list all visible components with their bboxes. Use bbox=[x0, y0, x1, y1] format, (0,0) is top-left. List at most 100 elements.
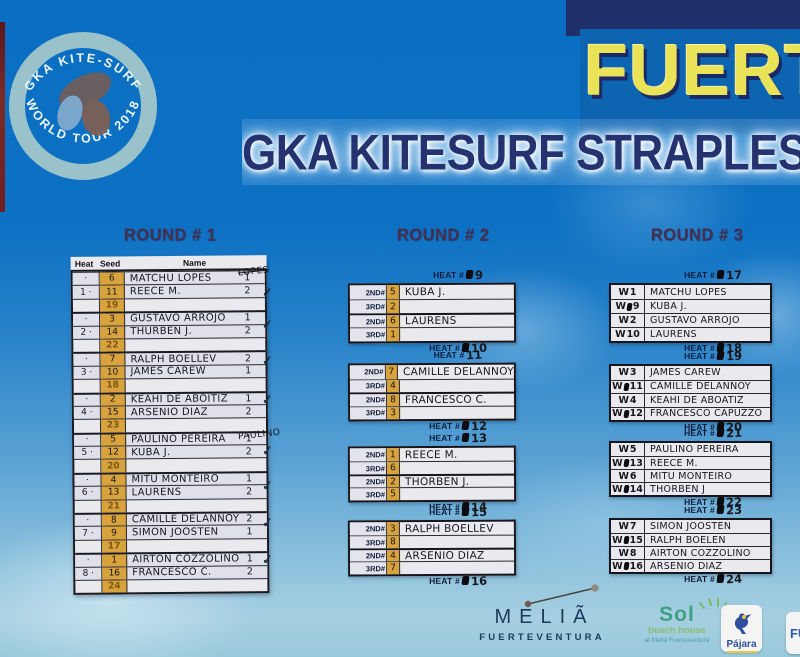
result-row: 2ND# 4 ARSENIO DIAZ bbox=[350, 547, 515, 562]
place-number: 2 bbox=[245, 405, 252, 417]
result-row: 3RD# 5 bbox=[350, 486, 515, 501]
heat-checkmark: ✓ bbox=[261, 316, 274, 333]
heat-number: 24 bbox=[725, 571, 743, 586]
name-cell: LAURENS 2 bbox=[127, 485, 267, 499]
winner-label-cell: W 14 bbox=[611, 483, 645, 495]
result-row: W 8 AIRTON COZZOLINO bbox=[611, 546, 770, 559]
heat-row: 19 bbox=[72, 296, 266, 313]
melia-subtitle: FUERTEVENTURA bbox=[479, 632, 605, 643]
heat-label-prefix: HEAT # bbox=[684, 350, 715, 361]
scratched-number-mark bbox=[716, 574, 725, 583]
winner-number: 6 bbox=[629, 470, 637, 482]
heat-label-prefix: HEAT # bbox=[684, 421, 715, 432]
result-row: 2ND# 3 RALPH BOELLEV bbox=[349, 522, 514, 536]
seed-cell: 20 bbox=[101, 459, 127, 473]
heat-cell: 1 · bbox=[72, 285, 100, 299]
name-cell: AIRTON COZZOLINO 1 bbox=[127, 553, 267, 566]
seed-cell: 2 bbox=[100, 393, 126, 406]
place-number: 2 bbox=[244, 285, 251, 297]
heat-cell bbox=[73, 339, 101, 353]
scratched-number-mark bbox=[461, 507, 470, 516]
heat-label: HEAT #10 bbox=[403, 340, 513, 355]
seed-chip: 2 bbox=[387, 476, 401, 488]
heat-label-prefix: HEAT # bbox=[684, 504, 715, 515]
winner-label-cell: W 10 bbox=[611, 328, 645, 341]
rider-name: CAMILLE DELANNOY bbox=[131, 513, 240, 526]
rider-name-cell: CAMILLE DELANNOY bbox=[402, 365, 514, 378]
placement-label-cell: 2ND# bbox=[350, 315, 388, 328]
sol-wordmark: Sol bbox=[659, 603, 695, 626]
seed-cell: 19 bbox=[99, 299, 126, 312]
heat-label: HEAT # 24 bbox=[658, 571, 768, 586]
winner-number: 5 bbox=[629, 444, 637, 455]
heat-row: 7 · 9 SIMON JOOSTEN 1 bbox=[74, 524, 267, 540]
rider-name-cell: RALPH BOELLEV bbox=[404, 522, 494, 535]
heat-row: 2 · 14 THURBEN J. 2 bbox=[73, 323, 266, 339]
rider-name-cell: THORBEN J. bbox=[405, 475, 470, 488]
rider-name: REECE M. bbox=[129, 285, 181, 298]
heat-label: HEAT # 21 bbox=[658, 425, 768, 440]
name-cell: THURBEN J. 2 bbox=[125, 325, 265, 339]
rider-name: KUBA J. bbox=[131, 446, 171, 459]
rider-name-cell: ARSENIO DIAZ bbox=[650, 560, 723, 572]
name-cell bbox=[127, 499, 267, 513]
rider-name-cell bbox=[400, 542, 514, 543]
placement-label-cell: 3RD# bbox=[349, 462, 388, 475]
place-number: 1 bbox=[245, 473, 253, 485]
heat-cell: 3 · bbox=[73, 366, 101, 379]
rider-name-cell bbox=[400, 494, 514, 495]
heat-cell: · bbox=[73, 353, 101, 366]
placement-label-cell: 2ND# bbox=[350, 394, 388, 406]
name-cell: KEAHI DE ABOITIZ 1 bbox=[126, 393, 266, 406]
round3-result-box: W 7 SIMON JOOSTEN W 15 RALPH BOELEN W 8 AIRTON C… bbox=[609, 518, 772, 574]
rider-name: AIRTON COZZOLINO bbox=[132, 553, 240, 566]
heat-cell: 6 · bbox=[74, 486, 102, 500]
result-row: W 3 JAMES CAREW bbox=[611, 366, 770, 380]
sol-tagline: at Meliá Fuerteventura bbox=[644, 637, 710, 644]
heat-cell: · bbox=[74, 514, 102, 527]
heat-cell bbox=[75, 540, 103, 554]
scratched-number-mark bbox=[716, 505, 725, 514]
heat-row: 22 bbox=[73, 337, 266, 353]
seed-cell: 24 bbox=[102, 580, 128, 593]
heat-number: 11 bbox=[466, 347, 483, 362]
seed-chip: 6 bbox=[386, 462, 401, 475]
partial-sponsor-logo: FU bbox=[786, 612, 800, 654]
heat-row: 3 · 10 JAMES CAREW 1 bbox=[73, 363, 266, 379]
winner-number: 8 bbox=[629, 547, 637, 559]
seed-cell: 7 bbox=[100, 353, 126, 366]
heat-cell: 2 · bbox=[73, 326, 101, 339]
heat-number: 9 bbox=[474, 267, 484, 282]
heat-checkmark: ✓ bbox=[261, 514, 274, 531]
round2-result-box: 2ND# 3 RALPH BOELLEV 3RD# 8 2ND# 4 ARSENIO DIAZ… bbox=[347, 519, 517, 577]
place-number: 2 bbox=[246, 566, 254, 578]
heat-cell: · bbox=[73, 313, 101, 326]
seed-cell: 4 bbox=[101, 474, 127, 486]
result-row: W 10 LAURENS bbox=[611, 327, 770, 341]
place-number: 2 bbox=[245, 446, 253, 458]
round-3-header: ROUND # 3 bbox=[650, 225, 744, 245]
heat-cell: · bbox=[72, 272, 100, 286]
scratched-number-mark bbox=[623, 409, 630, 418]
rider-name: GUSTAVO ARROJO bbox=[130, 312, 226, 325]
heat-row: 4 · 15 ARSENIO DIAZ 2 bbox=[73, 404, 266, 420]
heat-label-prefix: HEAT # bbox=[429, 501, 460, 512]
round-2-header: ROUND # 2 bbox=[396, 225, 490, 245]
seed-cell: 1 bbox=[102, 554, 128, 567]
heat-label: HEAT #14 bbox=[403, 499, 513, 514]
winner-number: 13 bbox=[629, 457, 643, 469]
name-cell: JAMES CAREW 1 bbox=[125, 365, 265, 379]
name-cell: ARSENIO DIAZ 2 bbox=[126, 405, 266, 419]
winner-prefix: W bbox=[612, 457, 623, 469]
rider-name-cell: KEAHI DE ABOATIZ bbox=[650, 394, 744, 406]
name-cell: MITU MONTEIRO 1 bbox=[126, 473, 266, 486]
rider-name-cell: REECE M. bbox=[650, 457, 698, 469]
placement-label-cell: 3RD# bbox=[350, 406, 388, 420]
heat-label: HEAT #12 bbox=[403, 418, 513, 433]
winner-prefix: W bbox=[618, 444, 629, 455]
seed-cell: 11 bbox=[99, 285, 125, 299]
